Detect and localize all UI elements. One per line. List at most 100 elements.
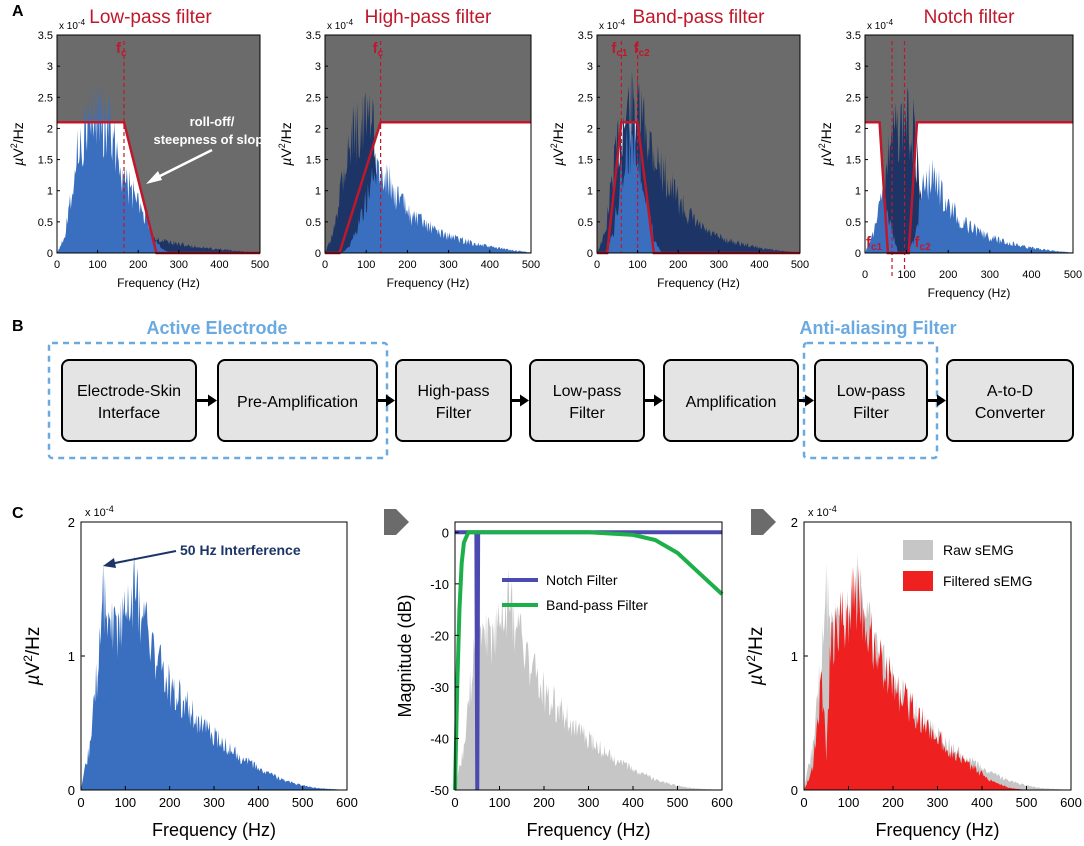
pipeline-block-5-line1: Amplification — [686, 394, 777, 411]
c-x-tick-label-3-5: 500 — [1016, 795, 1038, 810]
cutoff-label-sub-4-2: c2 — [920, 242, 932, 253]
pipeline-blocks: Electrode-Skin Interface Pre-Amplification… — [61, 359, 1074, 442]
anti-aliasing-title: Anti-aliasing Filter — [799, 318, 956, 338]
cutoff-label-main-2-1: f — [373, 40, 379, 57]
exponent-base-1: x 10 — [59, 21, 78, 32]
cutoff-label-sub-4-1: c1 — [871, 242, 883, 253]
c-y-tick-label-1-1: 1 — [68, 649, 75, 664]
c-x-tick-label-1-0: 0 — [77, 795, 84, 810]
cutoff-label-sub-3-1: c1 — [616, 48, 628, 59]
c-x-tick-label-2-6: 600 — [711, 795, 733, 810]
rolloff-label-line1: roll-off/ — [190, 114, 235, 129]
x-tick-label-4-0: 0 — [862, 269, 868, 281]
y-tick-label-3-4: 2 — [587, 123, 593, 135]
c-x-tick-label-3-4: 400 — [971, 795, 993, 810]
pipeline-block-3-line2: Filter — [436, 405, 472, 422]
exponent-power-2: -4 — [346, 18, 354, 27]
c-x-tick-label-3-1: 100 — [838, 795, 860, 810]
x-axis-label-4: Frequency (Hz) — [928, 286, 1011, 300]
c-x-tick-label-2-0: 0 — [451, 795, 458, 810]
c-exponent-power-3: -4 — [829, 504, 837, 514]
passed-spectrum-4 — [865, 158, 1073, 253]
c-x-tick-label-2-5: 500 — [667, 795, 689, 810]
plot-title-1: Low-pass filter — [89, 7, 212, 28]
x-tick-label-3-1: 100 — [628, 259, 646, 271]
legend-raw-swatch — [903, 540, 933, 560]
c-y-axis-label-1: µV2/Hz — [21, 627, 44, 687]
c-y-tick-label-3-2: 2 — [791, 515, 798, 530]
y-tick-label-4-6: 3 — [855, 61, 861, 73]
x-tick-label-2-4: 400 — [481, 259, 499, 271]
legend-notch-label: Notch Filter — [546, 572, 618, 588]
c-x-axis-label-2: Frequency (Hz) — [526, 820, 650, 840]
x-tick-label-4-2: 200 — [939, 269, 957, 281]
c-x-tick-label-1-3: 300 — [203, 795, 225, 810]
pipeline-block-5 — [663, 359, 799, 442]
exponent-power-1: -4 — [78, 18, 86, 27]
y-label-mu-3: µ — [550, 158, 566, 166]
pipeline-block-6 — [814, 359, 928, 442]
pipeline-arrow-head-2 — [386, 394, 395, 407]
y-tick-label-2-2: 1 — [315, 186, 321, 198]
y-tick-label-1-0: 0 — [47, 248, 53, 260]
bandpass-filter-line — [453, 530, 724, 791]
c-y-label-hz-1: /Hz — [23, 627, 44, 656]
c-exponent-base-1: x 10 — [85, 507, 106, 519]
exponent-label-3: x 10-4 — [599, 18, 626, 32]
c-y-tick-label-2-2: -20 — [430, 628, 449, 643]
exponent-label-1: x 10-4 — [59, 18, 86, 32]
y-label-hz-1: /Hz — [10, 122, 26, 143]
y-tick-label-3-0: 0 — [587, 248, 593, 260]
x-tick-label-3-2: 200 — [669, 259, 687, 271]
x-tick-label-1-0: 0 — [54, 259, 60, 271]
process-arrow-1 — [384, 509, 409, 535]
exponent-base-3: x 10 — [599, 21, 618, 32]
raw-psd-spectrum — [81, 554, 347, 790]
x-tick-label-2-3: 300 — [439, 259, 457, 271]
y-tick-label-2-6: 3 — [315, 61, 321, 73]
y-label-sq-4: 2 — [817, 143, 827, 148]
c-x-tick-label-3-3: 300 — [927, 795, 949, 810]
pipeline-arrow-head-3 — [520, 394, 529, 407]
y-tick-label-1-2: 1 — [47, 186, 53, 198]
y-tick-label-4-4: 2 — [855, 123, 861, 135]
y-label-v-3: V — [550, 148, 566, 158]
c-exponent-label-1: x 10-4 — [85, 504, 114, 519]
cutoff-label-2-1: fc — [373, 40, 384, 59]
y-axis-label-1: µV2/Hz — [9, 122, 26, 165]
cutoff-label-sub-1-1: c — [121, 48, 127, 59]
axes-box-3 — [596, 34, 801, 254]
c-x-tick-label-2-1: 100 — [489, 795, 511, 810]
c-y-label-v-3: V — [746, 661, 767, 674]
y-label-hz-3: /Hz — [550, 122, 566, 143]
c-y-tick-label-2-5: -50 — [430, 783, 449, 798]
c-y-tick-label-2-3: -30 — [430, 680, 449, 695]
y-tick-label-1-3: 1.5 — [38, 155, 53, 167]
c-x-tick-label-1-5: 500 — [292, 795, 314, 810]
stopband-region-4 — [865, 35, 1073, 253]
c-x-tick-label-2-2: 200 — [533, 795, 555, 810]
rolloff-label-line2: steepness of slope — [153, 132, 270, 147]
y-axis-label-2: µV2/Hz — [277, 122, 294, 165]
y-label-sq-3: 2 — [549, 143, 559, 148]
c-y-label-v-1: V — [23, 661, 44, 674]
interference-arrow-shaft — [109, 550, 177, 565]
exponent-power-4: -4 — [886, 18, 894, 27]
legend-filtered-label: Filtered sEMG — [943, 573, 1032, 589]
pipeline-block-3-line1: High-pass — [417, 383, 489, 400]
passed-spectrum-3 — [597, 117, 800, 254]
axes-box-1 — [56, 34, 261, 254]
pipeline-block-1 — [61, 359, 197, 442]
cutoff-label-main-1-1: f — [116, 40, 122, 57]
c-y-label-mu-3: µ — [746, 674, 767, 686]
exponent-power-3: -4 — [618, 18, 626, 27]
y-axis-label-3: µV2/Hz — [549, 122, 566, 165]
y-label-mu-1: µ — [10, 158, 26, 166]
x-tick-label-4-1: 100 — [897, 269, 915, 281]
x-tick-label-4-5: 500 — [1064, 269, 1082, 281]
c-x-tick-label-2-4: 400 — [622, 795, 644, 810]
filtered-semg-spectrum — [804, 565, 1071, 790]
y-tick-label-2-3: 1.5 — [306, 155, 321, 167]
pipeline-block-7 — [946, 359, 1074, 442]
x-axis-label-2: Frequency (Hz) — [387, 276, 470, 290]
